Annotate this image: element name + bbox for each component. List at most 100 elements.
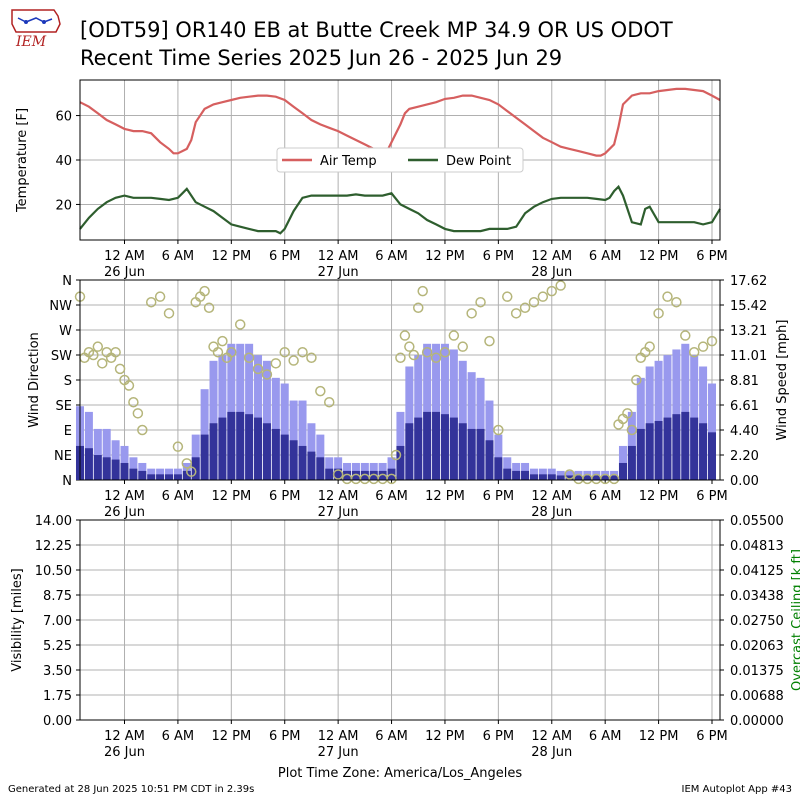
wind-direction-point <box>662 291 673 302</box>
direction-tick-label: NW <box>49 299 72 314</box>
wind-speed-bar <box>378 470 387 480</box>
wind-speed-bar <box>218 417 227 480</box>
x-tick-label: 6 PM <box>696 729 727 744</box>
wind-direction-point <box>466 308 477 319</box>
legend-box <box>276 147 524 173</box>
gust-bar <box>262 360 271 480</box>
wind-speed-bar <box>521 470 530 480</box>
wind-speed-bar <box>681 411 690 480</box>
direction-tick-label: W <box>59 324 72 339</box>
wind-speed-bar <box>503 468 512 480</box>
wind-direction-point <box>154 291 166 302</box>
wind-speed-bar <box>538 474 547 480</box>
wind-speed-bar <box>111 459 120 480</box>
wind-direction-point <box>132 408 144 419</box>
speed-tick-label: 8.81 <box>730 374 759 389</box>
x-tick-label: 6 AM <box>375 729 408 744</box>
gust-bar <box>93 428 102 480</box>
wind-direction-point <box>537 291 549 302</box>
wind-direction-point <box>137 424 148 436</box>
wind-speed-bar <box>467 428 476 480</box>
wind-speed-bar <box>280 434 289 480</box>
wind-speed-bar <box>84 448 93 480</box>
x-tick-label: 12 AM <box>318 729 359 744</box>
ceiling-tick-label: 0.00688 <box>730 689 784 704</box>
wind-speed-bar <box>449 417 458 480</box>
wind-direction-point <box>493 424 504 436</box>
wind-speed-bar <box>556 475 565 480</box>
wind-speed-bar <box>699 423 708 480</box>
wind-speed-bar <box>147 474 156 480</box>
wind-speed-bar <box>165 474 174 480</box>
wind-direction-point <box>519 302 531 314</box>
wind-speed-bar <box>627 445 636 480</box>
visibility-tick-label: 10.50 <box>35 564 72 579</box>
direction-tick-label: E <box>64 424 72 439</box>
direction-tick-label: S <box>64 374 72 389</box>
x-axis-label: Plot Time Zone: America/Los_Angeles <box>278 766 522 781</box>
wind-direction-point <box>439 346 451 358</box>
wind-direction-point <box>671 296 682 308</box>
wind-speed-bar <box>432 411 441 480</box>
gust-bar <box>663 355 672 480</box>
iowa-map-icon: IEM <box>11 9 61 50</box>
x-tick-label: 6 AM <box>589 729 622 744</box>
wind-speed-bar <box>325 468 334 480</box>
x-date-label: 28 Jun <box>531 745 572 760</box>
x-tick-label: 12 AM <box>531 249 572 264</box>
wind-direction-point <box>546 285 558 297</box>
gust-bar <box>618 445 627 480</box>
visibility-tick-label: 0.00 <box>43 714 72 729</box>
wind-direction-point <box>421 346 433 358</box>
x-tick-label: 12 PM <box>211 489 251 504</box>
x-tick-label: 12 AM <box>104 489 145 504</box>
wind-speed-bar <box>396 445 405 480</box>
wind-direction-point <box>399 330 411 341</box>
air-temp-line <box>79 87 721 157</box>
wind-speed-bar <box>494 457 503 480</box>
wind-direction-point <box>172 441 184 452</box>
speed-tick-label: 15.42 <box>730 299 767 314</box>
gust-bar <box>458 360 467 480</box>
wind-direction-point <box>653 308 664 319</box>
wind-direction-point <box>555 280 566 291</box>
iem-logo: IEM <box>8 6 64 50</box>
x-tick-label: 6 PM <box>696 249 727 264</box>
wind-direction-point <box>688 346 700 358</box>
wind-speed-bar <box>191 457 200 480</box>
wind-speed-bar <box>173 474 182 480</box>
wind-speed-bar <box>565 475 574 480</box>
wind-speed-bar <box>663 417 672 480</box>
x-tick-label: 12 PM <box>639 729 679 744</box>
wind-direction-point <box>252 363 264 375</box>
wind-speed-bar <box>102 457 111 480</box>
wind-direction-point <box>199 285 210 297</box>
x-tick-label: 12 PM <box>425 249 465 264</box>
wind-direction-point <box>528 296 540 308</box>
gust-bar <box>440 343 449 480</box>
x-tick-label: 12 PM <box>425 729 465 744</box>
gust-bar <box>280 383 289 480</box>
wind-speed-bar <box>485 440 494 480</box>
x-tick-label: 6 AM <box>375 489 408 504</box>
wind-direction-point <box>92 341 104 352</box>
visibility-tick-label: 1.75 <box>43 689 72 704</box>
ceiling-tick-label: 0.03438 <box>730 589 784 604</box>
wind-direction-point <box>306 352 317 364</box>
x-tick-label: 12 AM <box>318 489 359 504</box>
wind-direction-point <box>386 473 397 485</box>
speed-tick-label: 4.40 <box>730 424 759 439</box>
ceiling-tick-label: 0.01375 <box>730 664 784 679</box>
y-tick-label: 20 <box>55 198 72 213</box>
gust-bar <box>690 355 699 480</box>
wind-direction-point <box>608 473 620 485</box>
x-tick-label: 12 AM <box>531 489 572 504</box>
wind-direction-point <box>217 335 228 347</box>
wind-direction-point <box>412 302 424 314</box>
x-date-label: 26 Jun <box>104 505 145 520</box>
x-tick-label: 6 AM <box>162 489 195 504</box>
panel-frame <box>79 279 721 481</box>
wind-speed-bar <box>156 474 165 480</box>
x-tick-label: 12 PM <box>639 489 679 504</box>
y-axis-label-visibility: Visibility [miles] <box>10 568 25 671</box>
